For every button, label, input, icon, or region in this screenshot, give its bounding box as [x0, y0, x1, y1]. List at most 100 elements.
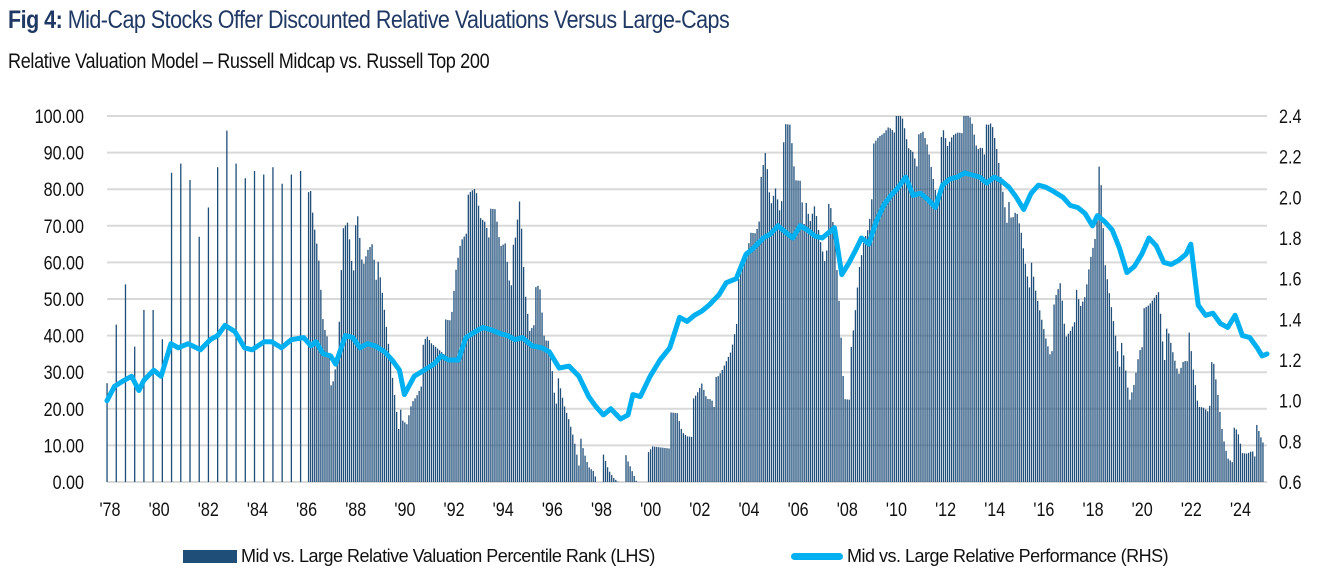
bar	[951, 137, 953, 482]
bar	[781, 201, 783, 482]
y-left-tick-label: 20.00	[44, 399, 85, 421]
bar	[510, 285, 512, 482]
bar	[754, 233, 756, 482]
bar	[357, 216, 359, 482]
bar	[385, 326, 388, 482]
bar	[529, 330, 531, 482]
bar	[525, 296, 527, 482]
bar	[707, 398, 709, 482]
bar	[682, 433, 685, 482]
bar	[658, 447, 660, 482]
bar	[873, 143, 875, 482]
bar	[914, 158, 916, 482]
bar	[463, 236, 465, 482]
bar	[1043, 329, 1045, 482]
bar	[355, 225, 357, 482]
bar	[744, 260, 746, 482]
y-left-tick-label: 10.00	[44, 435, 85, 457]
bar	[346, 222, 349, 483]
legend-bar-swatch	[183, 550, 237, 563]
bar	[588, 467, 590, 482]
bar	[881, 134, 883, 482]
bar	[447, 319, 449, 482]
bar	[402, 420, 404, 482]
bar	[518, 201, 521, 482]
bar	[336, 357, 338, 482]
bar	[791, 143, 793, 482]
bar	[695, 395, 697, 482]
bar	[426, 336, 429, 482]
bar	[654, 446, 656, 482]
bar	[955, 133, 957, 482]
x-tick-label: '14	[984, 499, 1005, 521]
bar	[1002, 191, 1004, 482]
bar	[559, 388, 562, 482]
bar	[516, 219, 519, 482]
bar	[678, 421, 680, 482]
y-right-tick-label: 0.8	[1279, 431, 1302, 453]
bar	[760, 177, 762, 482]
bar	[633, 475, 635, 482]
bar	[512, 244, 515, 482]
bar	[920, 133, 922, 483]
bar	[547, 340, 549, 482]
bar	[445, 319, 447, 482]
bar	[824, 260, 826, 482]
x-tick-label: '86	[296, 499, 317, 521]
bar	[740, 269, 742, 482]
bar	[115, 324, 117, 482]
bar	[1088, 269, 1090, 482]
bar	[1188, 332, 1190, 482]
bar	[592, 470, 594, 482]
bar	[715, 377, 717, 482]
axes: 0.00 10.00 20.00 30.00 40.00 50.00 60.00 70.00 8…	[35, 106, 1302, 521]
bar	[422, 344, 424, 482]
bar	[1000, 176, 1002, 483]
bar	[1118, 366, 1121, 482]
bar	[764, 153, 766, 482]
bar	[299, 170, 302, 482]
bar	[875, 140, 877, 483]
bar	[1108, 293, 1111, 482]
bar	[953, 134, 955, 482]
bar	[461, 239, 463, 482]
bar	[555, 403, 558, 482]
bar	[514, 237, 517, 482]
bar	[395, 411, 398, 482]
bar	[1241, 453, 1244, 482]
bar	[1012, 217, 1014, 482]
bar	[774, 188, 777, 482]
bar	[152, 309, 154, 482]
bar	[506, 261, 508, 482]
bar	[651, 446, 654, 482]
bar	[930, 166, 932, 482]
bar	[928, 154, 930, 482]
bar	[721, 369, 723, 482]
bar	[1239, 443, 1242, 482]
bar	[328, 353, 330, 482]
bar	[1135, 372, 1137, 482]
bar	[883, 133, 885, 482]
bar	[959, 132, 961, 482]
bar	[1153, 297, 1156, 482]
bar	[1143, 308, 1145, 482]
bar	[813, 206, 816, 482]
y-left-tick-label: 90.00	[44, 142, 85, 164]
bar	[807, 213, 809, 482]
bar	[699, 387, 701, 482]
bar	[359, 237, 361, 482]
bar	[916, 166, 918, 482]
bar	[1049, 354, 1051, 482]
bar	[1168, 333, 1170, 482]
bar	[161, 339, 163, 482]
bar	[320, 289, 322, 482]
bar	[332, 381, 334, 482]
bar	[504, 243, 506, 482]
bar	[897, 116, 900, 482]
bar	[565, 412, 568, 482]
bar	[391, 377, 394, 482]
bar	[1110, 307, 1113, 482]
bar	[1073, 322, 1076, 482]
bar	[785, 124, 787, 482]
bar	[680, 428, 682, 482]
